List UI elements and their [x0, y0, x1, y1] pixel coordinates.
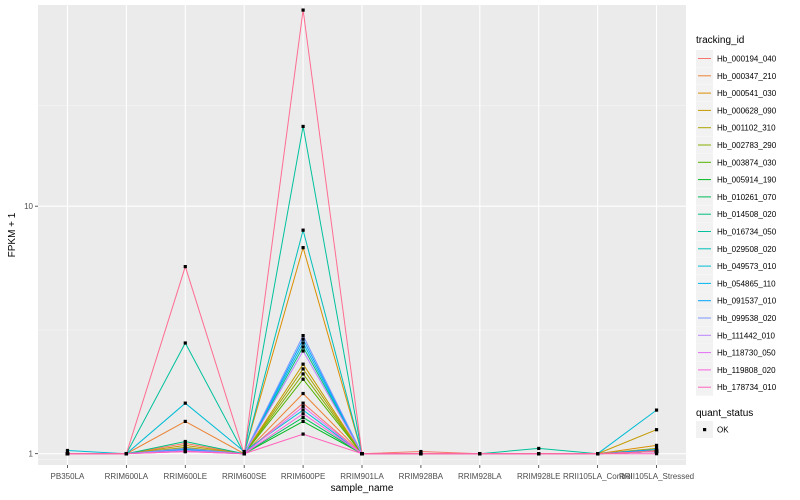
data-point [183, 441, 187, 446]
data-point [301, 337, 305, 341]
data-point [183, 401, 187, 405]
legend-label: Hb_001102_310 [717, 124, 776, 133]
x-tick-label: RRIM901LA [340, 472, 384, 481]
data-point [301, 432, 305, 436]
legend-label: Hb_000194_040 [717, 55, 777, 64]
data-point [301, 391, 305, 396]
data-point [301, 246, 305, 250]
x-axis-ticks: PB350LA RRIM600LA RRIM600LE RRIM600SE RRIM60… [51, 465, 694, 481]
legend-label: Hb_000541_030 [717, 89, 777, 98]
data-point [301, 372, 305, 376]
y-tick-label: 1 [29, 450, 34, 459]
legend-title: tracking_id [696, 35, 744, 46]
data-point [301, 333, 305, 338]
data-point [183, 449, 187, 454]
data-point [183, 265, 187, 269]
data-point [301, 401, 305, 405]
data-point [65, 448, 70, 453]
legend-label: Hb_091537_010 [717, 297, 777, 306]
data-point [654, 443, 659, 448]
data-point [537, 452, 541, 456]
legend-label: Hb_016734_050 [717, 228, 777, 237]
legend-label: Hb_000628_090 [717, 106, 777, 115]
data-point [301, 345, 305, 349]
x-tick-label: RRIM600SE [222, 472, 266, 481]
x-tick-label: RRIM928LE [517, 472, 561, 481]
data-point [301, 341, 305, 345]
data-point [183, 443, 187, 448]
legend-marker [703, 428, 707, 432]
legend-label: Hb_054865_110 [717, 279, 776, 288]
data-point [301, 419, 305, 424]
data-point [301, 377, 305, 381]
x-tick-label: RRIM600LA [105, 472, 149, 481]
x-tick-label: RRIM600LE [163, 472, 207, 481]
data-point [537, 446, 541, 451]
data-point [301, 124, 305, 129]
legend-label-ok: OK [717, 426, 729, 435]
legend-label: Hb_000347_210 [717, 72, 777, 81]
data-point [301, 349, 305, 353]
data-point [183, 419, 187, 424]
legend-label: Hb_119808_020 [717, 366, 776, 375]
legend-label: Hb_029508_020 [717, 245, 777, 254]
data-point [301, 228, 305, 232]
gridlines [38, 5, 686, 465]
data-point [478, 452, 482, 456]
data-point [65, 452, 70, 456]
data-point [301, 404, 305, 409]
legend-label: Hb_049573_010 [717, 262, 777, 271]
legend-label: Hb_118730_050 [717, 349, 776, 358]
data-point [654, 408, 659, 412]
data-point [301, 8, 305, 12]
data-point [596, 452, 600, 456]
data-points [65, 8, 659, 456]
x-tick-label: RRIM600PE [281, 472, 325, 481]
data-point [183, 446, 187, 451]
data-point [654, 428, 659, 432]
data-point [183, 439, 187, 444]
legend-label: Hb_014508_020 [717, 210, 777, 219]
data-point [654, 449, 659, 454]
x-tick-label: PB350LA [51, 472, 85, 481]
y-axis-ticks: 1 10 [24, 202, 38, 459]
x-tick-label: RRII105LA_Control [563, 472, 633, 481]
legend-label: Hb_010261_070 [717, 193, 777, 202]
legend-label: Hb_111442_010 [717, 331, 776, 340]
legend-label: Hb_178734_010 [717, 383, 777, 392]
data-point [242, 449, 246, 454]
x-tick-label: RRIM928BA [399, 472, 444, 481]
y-tick-label: 10 [24, 202, 33, 211]
data-point [124, 452, 128, 456]
legend: tracking_id Hb_000194_040 Hb_000347_210 Hb_… [696, 35, 777, 438]
legend-label: Hb_002783_290 [717, 141, 777, 150]
data-point [654, 452, 659, 456]
x-tick-label: RRIM928LA [458, 472, 502, 481]
data-point [360, 452, 364, 456]
data-point [301, 367, 305, 371]
legend-label: Hb_005914_190 [717, 176, 777, 185]
legend-label: Hb_099538_020 [717, 314, 777, 323]
data-point [242, 452, 246, 456]
data-point [183, 341, 187, 345]
data-point [419, 449, 423, 454]
y-axis-title: FPKM + 1 [7, 212, 18, 257]
x-axis-title: sample_name [331, 483, 394, 494]
data-point [419, 452, 423, 456]
legend-title-quant-status: quant_status [696, 408, 753, 419]
data-point [301, 412, 305, 416]
data-point [301, 415, 305, 420]
x-tick-label: RRII105LA_Stressed [619, 472, 694, 481]
legend-label: Hb_003874_030 [717, 158, 777, 167]
data-point [301, 408, 305, 412]
data-point [301, 362, 305, 366]
data-point [654, 447, 659, 452]
